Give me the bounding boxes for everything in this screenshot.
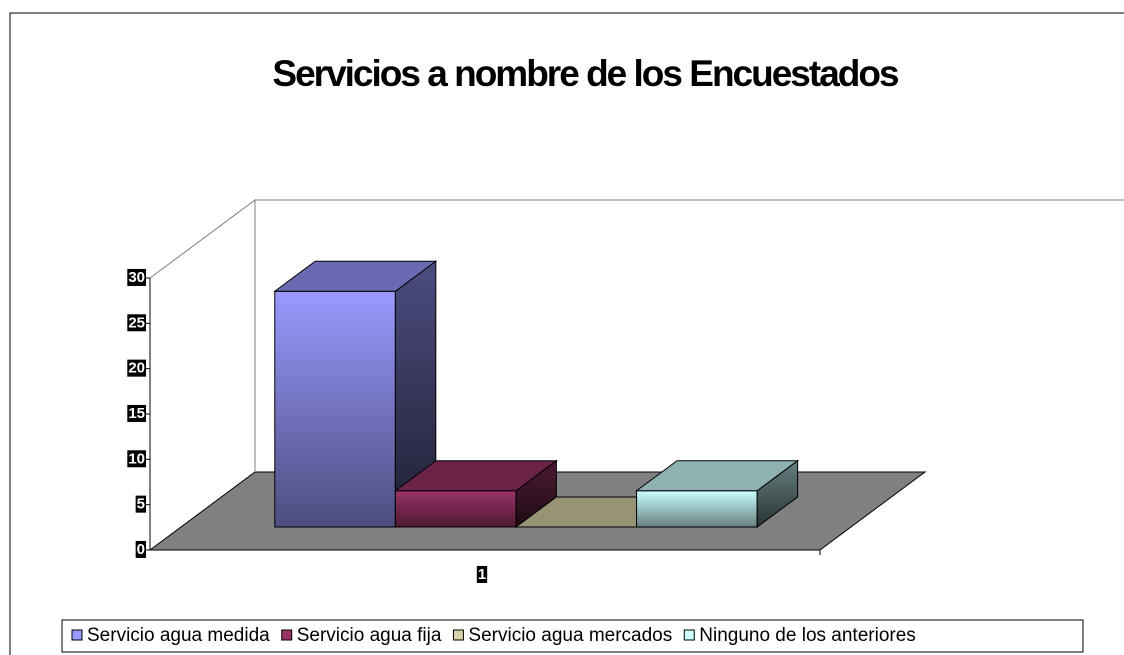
- y-tick-label: 5: [137, 496, 145, 513]
- y-tick-label: 30: [128, 269, 145, 286]
- legend-swatch: [281, 629, 293, 641]
- y-tick-label-bg: [127, 268, 146, 286]
- bar-top-shade: [393, 460, 558, 492]
- bar-top: [636, 460, 798, 491]
- y-tick-label-bg: [127, 359, 146, 377]
- x-tick-label: 1: [478, 566, 486, 583]
- plot-area: 0 5 10 15 20 25 30 1: [127, 199, 1124, 583]
- legend-label: Ninguno de los anteriores: [699, 625, 916, 646]
- bar: [393, 459, 558, 528]
- y-tick-label-bg: [127, 314, 146, 332]
- y-tick-label-bg: [135, 540, 146, 558]
- legend-swatch: [71, 629, 83, 641]
- chart-title: Servicios a nombre de los Encuestados: [272, 53, 899, 94]
- bar-front-shade: [274, 290, 396, 528]
- legend-swatch: [452, 629, 464, 641]
- legend: Servicio agua medida Servicio agua fija Se…: [71, 625, 916, 646]
- y-tick-label: 25: [128, 314, 145, 331]
- bar-top: [274, 261, 436, 292]
- y-tick-label-bg: [127, 404, 146, 422]
- y-tick-label: 0: [137, 541, 145, 558]
- legend-swatch: [683, 629, 695, 641]
- y-tick-label: 20: [128, 360, 145, 377]
- legend-label: Servicio agua fija: [297, 625, 442, 646]
- bar: [635, 459, 800, 528]
- bar-front-shade: [636, 490, 758, 528]
- bar-front-shade: [394, 490, 517, 528]
- y-tick-label-bg: [135, 495, 146, 513]
- bar-top-shade: [635, 460, 800, 492]
- bar-top: [395, 460, 557, 491]
- legend-label: Servicio agua medida: [87, 625, 270, 646]
- y-tick-label: 15: [128, 405, 145, 422]
- y-tick-label: 10: [128, 450, 145, 467]
- y-tick-label-bg: [127, 450, 146, 468]
- bar-top-shade: [273, 260, 438, 292]
- legend-label: Servicio agua mercados: [468, 625, 672, 646]
- legend-box: [61, 619, 1084, 653]
- bar: [273, 260, 438, 528]
- chart-frame: [9, 12, 1124, 655]
- x-tick-label-bg: [476, 565, 488, 583]
